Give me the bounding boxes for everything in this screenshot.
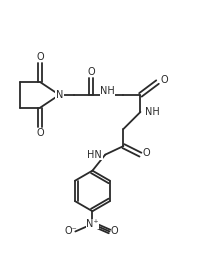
Text: O: O	[36, 52, 44, 62]
Text: O: O	[88, 67, 95, 77]
Text: O: O	[36, 128, 44, 138]
Text: NH: NH	[100, 86, 115, 96]
Text: O: O	[110, 227, 118, 236]
Text: HN: HN	[87, 150, 102, 160]
Text: O⁻: O⁻	[64, 227, 77, 236]
Text: O: O	[160, 75, 168, 85]
Text: N: N	[56, 90, 63, 100]
Text: O: O	[143, 147, 150, 158]
Text: NH: NH	[145, 107, 160, 117]
Text: N⁺: N⁺	[86, 219, 99, 229]
